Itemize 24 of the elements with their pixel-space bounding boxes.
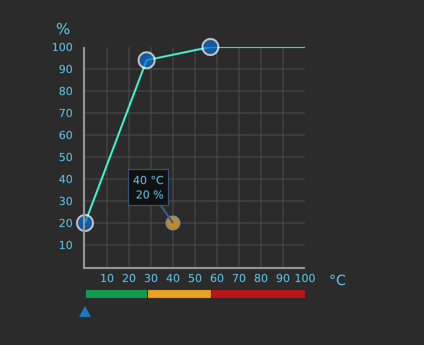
y-tick-label: 60 xyxy=(58,128,73,142)
x-tick-label: 70 xyxy=(232,272,246,286)
y-tick-label: 70 xyxy=(58,106,73,120)
x-tick-label: 50 xyxy=(188,272,202,286)
y-tick-label: 100 xyxy=(52,40,73,54)
y-tick-label: 80 xyxy=(58,84,73,98)
x-tick-label: 10 xyxy=(100,272,114,286)
x-axis-title: °C xyxy=(329,273,346,289)
x-tick-label: 60 xyxy=(210,272,224,286)
y-tick-label: 20 xyxy=(58,216,73,230)
x-tick-label: 20 xyxy=(122,272,136,286)
point xyxy=(166,216,180,230)
x-tick-label: 30 xyxy=(144,272,158,286)
y-tick-label: 30 xyxy=(58,194,73,208)
x-tick-label: 90 xyxy=(276,272,290,286)
y-tick-label: 10 xyxy=(58,238,73,252)
y-tick-label: 40 xyxy=(58,172,73,186)
x-tick-label: 80 xyxy=(254,272,268,286)
y-tick-label: 50 xyxy=(58,150,73,164)
y-axis-title: % xyxy=(56,20,70,38)
x-tick-label: 40 xyxy=(166,272,180,286)
y-tick-label: 90 xyxy=(58,62,73,76)
annotation: 40 °C 20 % xyxy=(133,174,164,202)
x-tick-label: 100 xyxy=(294,272,316,286)
